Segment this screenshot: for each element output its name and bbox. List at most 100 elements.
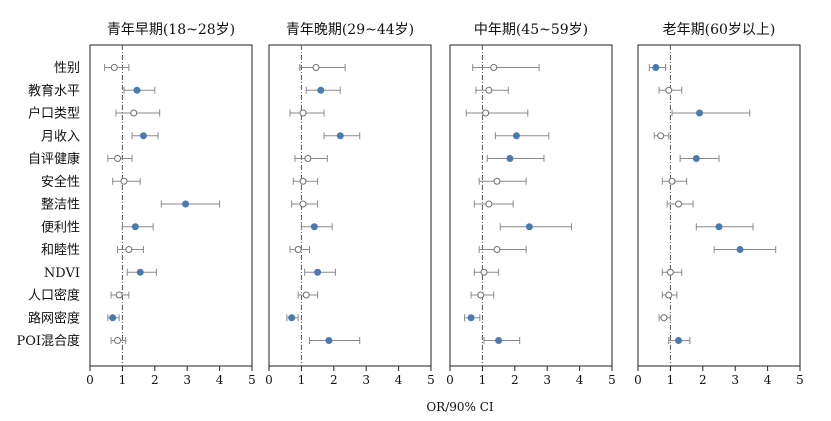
or-point [131,223,139,231]
or-point [139,132,147,140]
or-point [294,246,302,253]
variable-label: NDVI [44,266,80,281]
variable-label: 户口类型 [28,106,80,122]
panel-frame [89,44,253,367]
x-tick-label: 3 [731,373,739,387]
variable-label: 自评健康 [28,151,80,167]
or-point [136,268,144,276]
or-point [467,314,475,322]
x-tick-label: 3 [543,373,551,387]
variable-label: 安全性 [41,174,80,190]
or-point [490,64,498,71]
or-point [480,268,488,276]
x-tick-label: 2 [511,373,519,387]
or-point [312,64,320,71]
x-tick-label: 1 [479,373,487,387]
or-point [130,109,138,117]
or-point [109,314,117,322]
variable-label: 路网密度 [28,310,80,326]
or-point [696,109,704,117]
or-point [736,246,744,253]
variable-label: 性别 [54,61,80,76]
panel-frame [268,44,432,367]
x-tick-label: 0 [265,373,273,387]
panel-frame [637,44,801,367]
or-point [302,291,310,299]
or-point [310,223,318,231]
or-point [495,337,503,344]
x-tick-label: 5 [427,373,435,387]
x-tick-label: 1 [667,373,675,387]
variable-label: 教育水平 [28,83,80,99]
panel: 老年期(60岁以上) 0 1 2 3 4 5 [634,22,804,387]
x-tick-label: 0 [86,373,94,387]
x-tick-label: 3 [183,373,191,387]
or-point [652,64,660,71]
x-tick-label: 2 [699,373,707,387]
or-point [336,132,344,140]
panel-title: 中年期(45~59岁) [474,22,588,38]
or-point [657,132,665,140]
panel-title: 青年晚期(29~44岁) [286,22,414,38]
or-point [133,86,141,94]
or-point [477,291,485,299]
variable-label: 便利性 [41,220,80,235]
or-point [485,86,493,94]
panel-title: 老年期(60岁以上) [663,22,776,38]
or-point [299,200,307,208]
or-point [692,155,700,162]
x-tick-label: 5 [608,373,616,387]
or-point [506,155,514,162]
x-tick-label: 4 [216,373,224,387]
variable-label: 整洁性 [41,198,80,213]
variable-label: 人口密度 [28,288,80,304]
variable-label: 月收入 [41,129,80,144]
or-point [110,64,118,71]
or-point [120,177,128,185]
x-tick-label: 3 [362,373,370,387]
or-point [114,155,122,162]
or-point [668,177,676,185]
or-point [660,314,668,322]
x-tick-label: 2 [330,373,338,387]
x-axis-label: OR/90% CI [426,400,494,414]
x-tick-label: 4 [576,373,584,387]
panel: 青年晚期(29~44岁) 0 1 2 3 4 5 [265,22,435,387]
variable-label: POI混合度 [16,333,80,349]
x-tick-label: 0 [634,373,642,387]
or-point [299,109,307,117]
or-point [299,177,307,185]
or-point [675,200,682,208]
or-point [665,291,673,299]
x-tick-label: 4 [764,373,772,387]
or-point [114,337,122,344]
or-point [304,155,312,162]
or-point [482,109,490,117]
or-point [182,200,190,208]
or-point [317,86,325,94]
or-point [288,314,296,322]
or-point [115,291,123,299]
variable-label: 和睦性 [41,242,80,258]
or-point [675,337,682,344]
or-point [493,246,501,253]
or-point [665,86,673,94]
or-point [485,200,493,208]
or-point [493,177,501,185]
or-point [125,246,133,253]
or-point [666,268,674,276]
x-tick-label: 1 [119,373,127,387]
x-tick-label: 5 [796,373,804,387]
x-tick-label: 1 [298,373,306,387]
panel-frame [449,44,613,367]
or-point [525,223,533,231]
or-point [512,132,520,140]
or-point [325,337,333,344]
x-tick-label: 0 [446,373,454,387]
or-point [715,223,723,231]
panel: 中年期(45~59岁) 0 1 2 3 4 5 [446,22,616,387]
x-tick-label: 2 [151,373,159,387]
